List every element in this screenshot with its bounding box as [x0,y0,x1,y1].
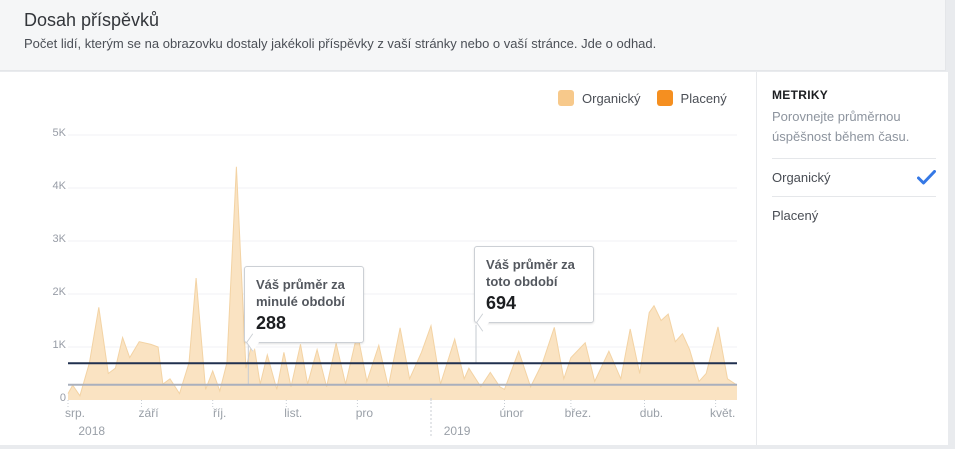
legend-item-organic[interactable]: Organický [582,90,641,106]
y-axis-label: 3K [52,233,66,245]
area-series-fill [68,166,737,400]
area-series-line [67,166,738,397]
x-axis-month-label: únor [499,406,524,420]
metric-option-organic-label: Organický [772,170,831,185]
tooltip-previous-average: Váš průměr za minulé období 288 [244,266,364,352]
sidebar-divider [756,72,757,445]
tooltip-previous-value: 288 [256,313,287,334]
metric-option-paid-label: Placený [772,208,819,223]
y-axis-label: 0 [59,392,66,404]
x-axis-month-label: pro [355,406,374,420]
x-axis-month-label: srp. [64,406,86,420]
chart-legend: Organický Placený [558,90,743,106]
tooltip-current-value: 694 [486,293,517,314]
legend-swatch-organic-icon [558,90,574,106]
x-axis-month-label: břez. [564,406,592,420]
reach-chart-svg [67,134,738,436]
x-axis-year-label: 2019 [443,424,471,438]
metric-option-organic[interactable]: Organický [772,158,936,196]
check-icon [917,170,936,185]
page-title: Dosah příspěvků [24,10,160,30]
metric-option-paid[interactable]: Placený [772,196,936,234]
x-axis-month-label: říj. [213,406,227,420]
tooltip-current-title: Váš průměr za toto období [486,257,575,290]
tooltip-previous-title: Váš průměr za minulé období [256,277,345,310]
reach-chart: Váš průměr za minulé období 288 Váš prům… [52,127,738,438]
x-axis-month-label: září [138,406,159,420]
metrics-description: Porovnejte průměrnou úspěšnost během čas… [772,109,910,144]
y-axis-label: 5K [52,127,66,139]
x-axis-month-label: květ. [709,406,736,420]
page-subtitle: Počet lidí, kterým se na obrazovku dosta… [24,36,657,51]
y-axis-label: 4K [52,180,66,192]
legend-item-paid[interactable]: Placený [680,90,727,106]
header-band: Dosah příspěvků Počet lidí, kterým se na… [0,0,946,71]
legend-swatch-paid-icon [656,90,673,106]
x-axis-year-label: 2018 [78,424,106,438]
y-axis-label: 2K [52,286,66,298]
x-axis-month-label: list. [284,406,303,420]
x-axis-month-label: dub. [639,406,664,420]
metrics-title: METRIKY [772,88,829,102]
metrics-panel: METRIKY Porovnejte průměrnou úspěšnost b… [772,88,936,234]
y-axis-label: 1K [52,339,66,351]
tooltip-current-average: Váš průměr za toto období 694 [474,246,594,332]
